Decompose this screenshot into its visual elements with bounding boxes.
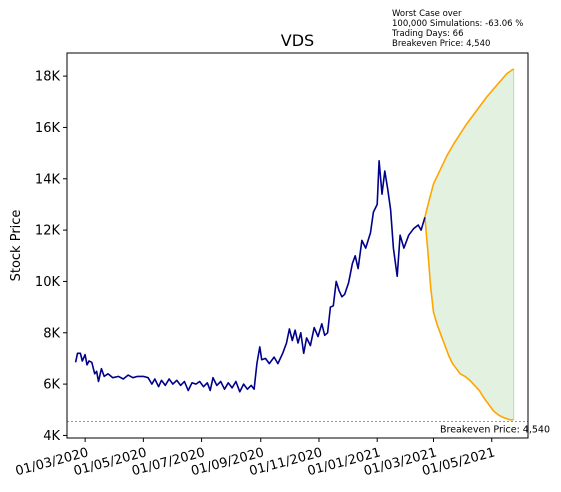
annotation-line: Worst Case over: [392, 9, 462, 19]
annotation-line: Breakeven Price: 4,540: [392, 39, 490, 49]
y-axis-label: Stock Price: [9, 210, 24, 282]
breakeven-layer: Breakeven Price: 4,540: [67, 421, 550, 436]
y-tick-label: 10K: [35, 275, 61, 290]
plot-area-frame: [66, 52, 529, 439]
y-tick-label: 16K: [35, 121, 61, 136]
historical-price-line: [74, 160, 426, 393]
series-lines-layer: [74, 68, 515, 421]
upper-simulation-line: [424, 68, 515, 218]
y-tick-label: 6K: [43, 378, 60, 393]
y-tick-label: 18K: [35, 70, 61, 85]
y-tick-label: 4K: [43, 429, 60, 444]
y-tick-label: 14K: [35, 172, 61, 187]
y-axis: 4K 6K 8K 10K 12K 14K 16K 18K: [35, 70, 67, 444]
x-axis: 01/03/202001/05/202001/07/202001/09/2020…: [14, 438, 497, 479]
y-tick-label: 12K: [35, 224, 61, 239]
lower-simulation-line: [424, 217, 514, 421]
breakeven-label: Breakeven Price: 4,540: [440, 425, 550, 436]
annotation-line: Trading Days: 66: [391, 29, 463, 39]
annotation-line: 100,000 Simulations: -63.06 %: [392, 19, 523, 29]
y-tick-label: 8K: [43, 326, 60, 341]
chart-title: VDS: [281, 31, 314, 50]
